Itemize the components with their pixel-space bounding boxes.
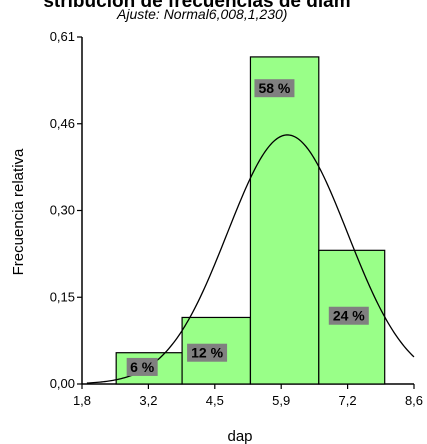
y-tick-label: 0,46 <box>50 116 75 131</box>
data-label-bg <box>126 357 158 376</box>
y-axis-label: Frecuencia relativa <box>10 148 27 275</box>
x-axis-label: dap <box>227 428 252 444</box>
y-tick-label: 0,61 <box>50 29 75 44</box>
data-label-bg <box>328 306 369 325</box>
data-label-bg <box>187 343 228 362</box>
data-label: 58 % <box>258 80 290 96</box>
chart-title: stribución de frecuencias de diám <box>43 0 351 12</box>
x-tick-label: 5,9 <box>272 393 290 408</box>
x-tick-label: 7,2 <box>339 393 357 408</box>
chart-subtitle: Ajuste: Normal6,008,1,230) <box>117 6 288 22</box>
data-label-bg <box>254 79 295 98</box>
y-tick-label: 0,30 <box>50 203 75 218</box>
data-label: 12 % <box>191 345 223 361</box>
data-label: 6 % <box>130 359 155 375</box>
x-tick-label: 4,5 <box>206 393 224 408</box>
histogram-bar <box>249 56 320 385</box>
x-tick-label: 3,2 <box>139 393 157 408</box>
data-label: 24 % <box>333 308 365 324</box>
x-tick-label: 8,6 <box>405 393 423 408</box>
plot-area: 0,00 0,15 0,30 0,46 0,61 1,8 3,2 4,5 5,9 7,2 8,6 6 … <box>50 29 423 408</box>
y-tick-label: 0,00 <box>50 376 75 391</box>
y-tick-label: 0,15 <box>50 289 75 304</box>
x-tick-label: 1,8 <box>73 393 91 408</box>
